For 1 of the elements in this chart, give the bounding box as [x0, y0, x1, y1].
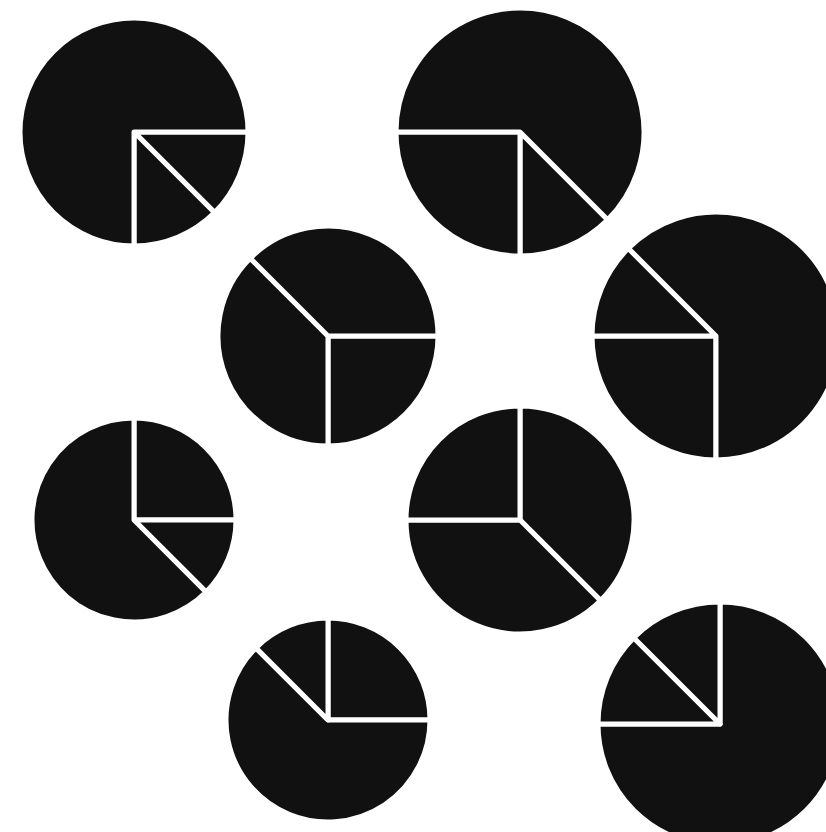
pie-slice [17, 15, 251, 249]
